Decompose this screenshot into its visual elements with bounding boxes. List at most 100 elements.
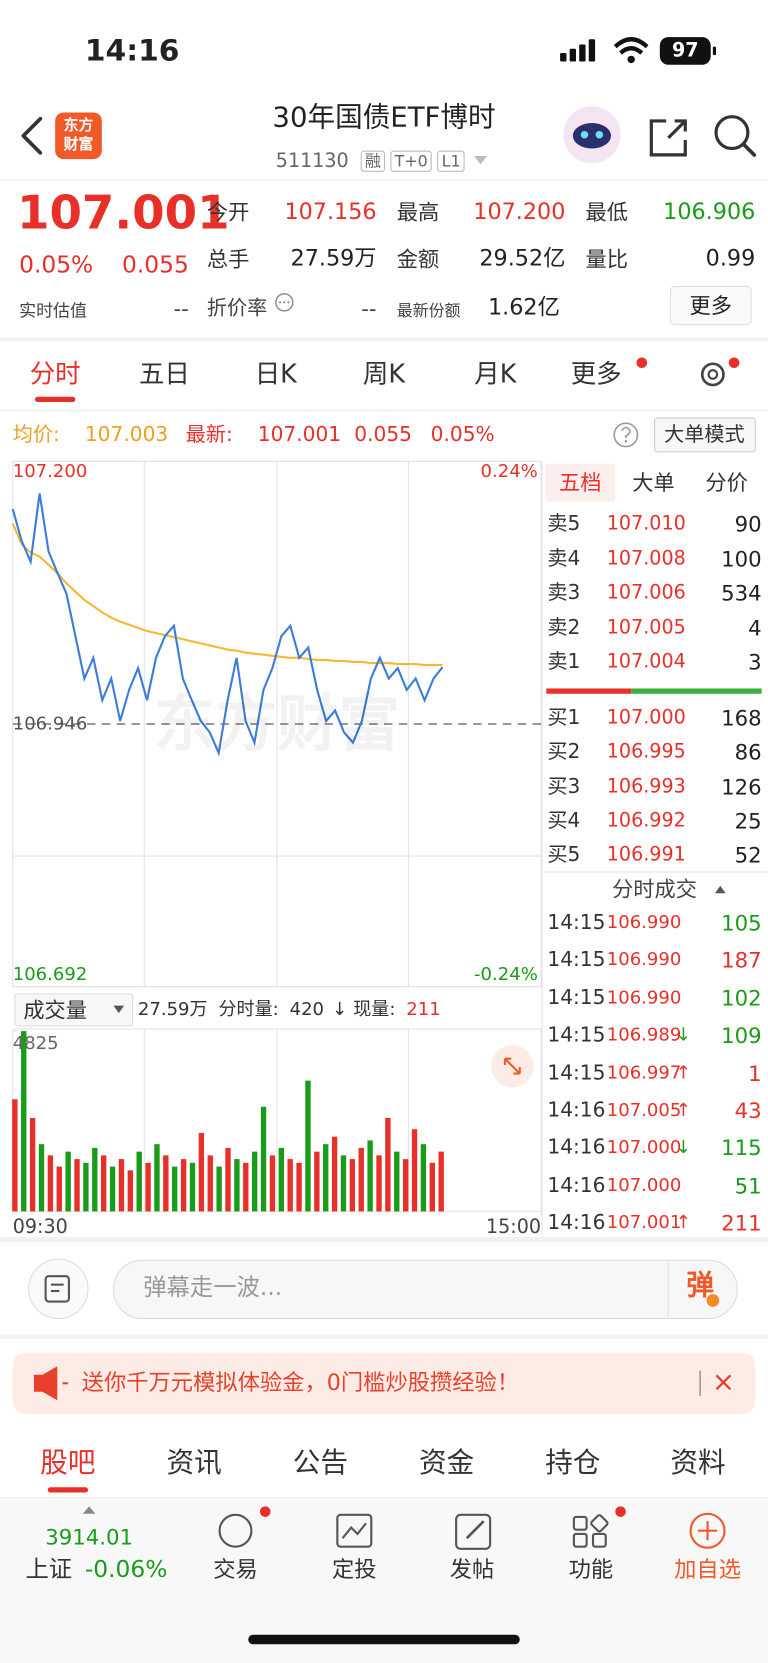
- volume-bar: [29, 1117, 36, 1212]
- trade-price: 107.005: [606, 1099, 682, 1122]
- section-tab[interactable]: 资讯: [166, 1447, 222, 1480]
- field-value: --: [173, 295, 189, 322]
- avg-value: 107.003: [84, 422, 169, 447]
- section-tab[interactable]: 资料: [670, 1447, 726, 1480]
- book-price: 107.010: [606, 512, 686, 535]
- icon-shape: [248, 1634, 520, 1645]
- period-tab[interactable]: 分时: [29, 359, 81, 389]
- book-price: 107.006: [606, 581, 686, 604]
- trade-volume: 187: [721, 947, 762, 974]
- nav-item[interactable]: 交易: [213, 1556, 258, 1583]
- y-tick-label: 106.692: [12, 964, 88, 986]
- volume-bar: [358, 1147, 364, 1212]
- field-value: 107.200: [473, 198, 566, 225]
- fund-title: 30年国债ETF博时: [272, 102, 496, 135]
- period-tab[interactable]: 五日: [138, 359, 190, 389]
- section-tab[interactable]: 股吧: [40, 1447, 96, 1480]
- icon-shape: [12, 1352, 756, 1415]
- icon-shape: [455, 1513, 492, 1550]
- y2-tick-label: 0.24%: [480, 461, 538, 483]
- current-volume: 211: [406, 999, 441, 1021]
- book-volume: 86: [734, 739, 762, 766]
- icon-shape: [465, 1520, 485, 1540]
- icon-shape: [712, 46, 717, 56]
- book-volume: 100: [721, 545, 762, 572]
- trade-price: 106.989: [606, 1024, 682, 1046]
- x-tick-label: 15:00: [485, 1215, 542, 1239]
- trade-volume: 109: [721, 1022, 762, 1049]
- nav-item[interactable]: 功能: [568, 1556, 614, 1583]
- book-tab[interactable]: 分价: [705, 469, 748, 496]
- danmaku-button[interactable]: 弹: [686, 1270, 714, 1303]
- book-level: 卖5: [547, 511, 581, 536]
- icon-shape: [14, 993, 134, 1027]
- volume-bar: [349, 1159, 356, 1212]
- field-label: 量比: [585, 246, 628, 272]
- period-tab[interactable]: 日K: [254, 359, 297, 389]
- book-level: 卖1: [547, 649, 581, 674]
- icon-shape: [591, 1532, 607, 1548]
- field-label: 金额: [396, 246, 440, 272]
- trades-title: 分时成交: [612, 876, 697, 902]
- field-value: 1.62亿: [487, 294, 560, 320]
- volume-bar: [38, 1144, 45, 1212]
- indicator-select[interactable]: 成交量: [23, 997, 87, 1023]
- minute-volume: 420: [289, 999, 325, 1021]
- price-line: [11, 493, 444, 757]
- volume-bar: [56, 1166, 62, 1212]
- period-tab[interactable]: 周K: [362, 359, 406, 389]
- section-tab[interactable]: 持仓: [545, 1447, 601, 1480]
- nav-item[interactable]: 加自选: [674, 1556, 741, 1583]
- clock: 14:16: [84, 33, 180, 69]
- book-volume: 90: [734, 511, 762, 537]
- book-level: 买4: [547, 808, 581, 833]
- book-tab[interactable]: 五档: [559, 469, 602, 496]
- trade-volume: 102: [721, 985, 762, 1011]
- banner-close[interactable]: ×: [711, 1366, 736, 1399]
- trade-arrow: ↑: [675, 1099, 691, 1122]
- field-value: 27.59万: [290, 245, 377, 271]
- icon-shape: [613, 37, 649, 49]
- book-level: 卖3: [547, 580, 581, 605]
- mode-button[interactable]: 大单模式: [664, 422, 745, 447]
- book-volume: 168: [721, 705, 762, 731]
- field-value: 0.99: [705, 245, 756, 271]
- field-label: 最高: [396, 199, 440, 225]
- icon-shape: [728, 357, 740, 369]
- trade-price: 106.990: [606, 987, 682, 1009]
- danmaku-input[interactable]: 弹幕走一波...: [143, 1274, 283, 1302]
- volume-bar: [438, 1151, 444, 1212]
- icon-shape: [613, 422, 639, 448]
- more-button[interactable]: 更多: [689, 292, 732, 319]
- icon-shape: [28, 1258, 89, 1320]
- book-tab[interactable]: 大单: [632, 469, 675, 496]
- period-tab[interactable]: 月K: [474, 359, 517, 389]
- icon-shape: [588, 39, 596, 62]
- book-level: 卖4: [547, 546, 581, 570]
- section-tab[interactable]: 资金: [419, 1447, 475, 1480]
- trade-volume: 105: [721, 910, 762, 936]
- index-value: 3914.01: [45, 1524, 133, 1550]
- icon-shape: [572, 1515, 588, 1531]
- baseline-label: 106.946: [12, 713, 88, 735]
- latest-change-pct: 0.05%: [430, 422, 495, 447]
- index-name: 上证: [25, 1557, 73, 1584]
- icon-shape: [0, 1334, 768, 1339]
- volume-bar: [269, 1155, 276, 1212]
- volume-bar: [145, 1162, 151, 1212]
- icon-shape: [714, 115, 750, 151]
- period-tab[interactable]: 更多: [570, 359, 622, 389]
- index-change: -0.06%: [84, 1557, 168, 1584]
- tab-underline: [47, 1487, 89, 1493]
- volume-bar: [83, 1162, 89, 1212]
- trade-volume: 1: [748, 1060, 762, 1086]
- book-volume: 52: [734, 842, 762, 868]
- field-label: 总手: [206, 246, 250, 272]
- book-level: 卖2: [547, 615, 581, 639]
- nav-item[interactable]: 定投: [332, 1556, 377, 1583]
- field-label: 最新份额: [396, 301, 461, 321]
- nav-item[interactable]: 发帖: [449, 1556, 495, 1583]
- icon-shape: [572, 1532, 588, 1548]
- section-tab[interactable]: 公告: [292, 1447, 348, 1480]
